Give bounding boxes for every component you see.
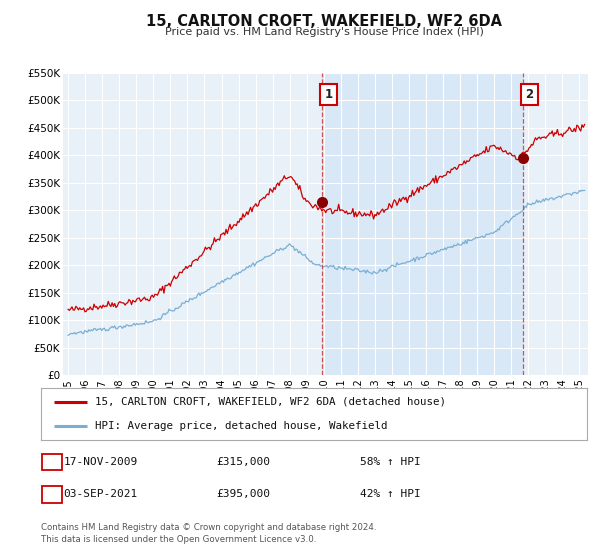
Text: HPI: Average price, detached house, Wakefield: HPI: Average price, detached house, Wake… bbox=[95, 421, 388, 431]
Text: 17-NOV-2009: 17-NOV-2009 bbox=[64, 457, 138, 467]
Text: This data is licensed under the Open Government Licence v3.0.: This data is licensed under the Open Gov… bbox=[41, 535, 316, 544]
Text: 42% ↑ HPI: 42% ↑ HPI bbox=[360, 489, 421, 500]
Text: 15, CARLTON CROFT, WAKEFIELD, WF2 6DA (detached house): 15, CARLTON CROFT, WAKEFIELD, WF2 6DA (d… bbox=[95, 397, 446, 407]
Text: 2: 2 bbox=[49, 489, 56, 500]
Text: 15, CARLTON CROFT, WAKEFIELD, WF2 6DA: 15, CARLTON CROFT, WAKEFIELD, WF2 6DA bbox=[146, 14, 502, 29]
Text: £395,000: £395,000 bbox=[216, 489, 270, 500]
Text: Price paid vs. HM Land Registry's House Price Index (HPI): Price paid vs. HM Land Registry's House … bbox=[164, 27, 484, 37]
Text: 58% ↑ HPI: 58% ↑ HPI bbox=[360, 457, 421, 467]
Text: 1: 1 bbox=[325, 88, 332, 101]
Text: 2: 2 bbox=[526, 88, 533, 101]
Bar bbox=[322, 73, 523, 375]
Text: £315,000: £315,000 bbox=[216, 457, 270, 467]
Text: 1: 1 bbox=[49, 457, 56, 467]
Text: 03-SEP-2021: 03-SEP-2021 bbox=[64, 489, 138, 500]
Text: Contains HM Land Registry data © Crown copyright and database right 2024.: Contains HM Land Registry data © Crown c… bbox=[41, 523, 376, 532]
